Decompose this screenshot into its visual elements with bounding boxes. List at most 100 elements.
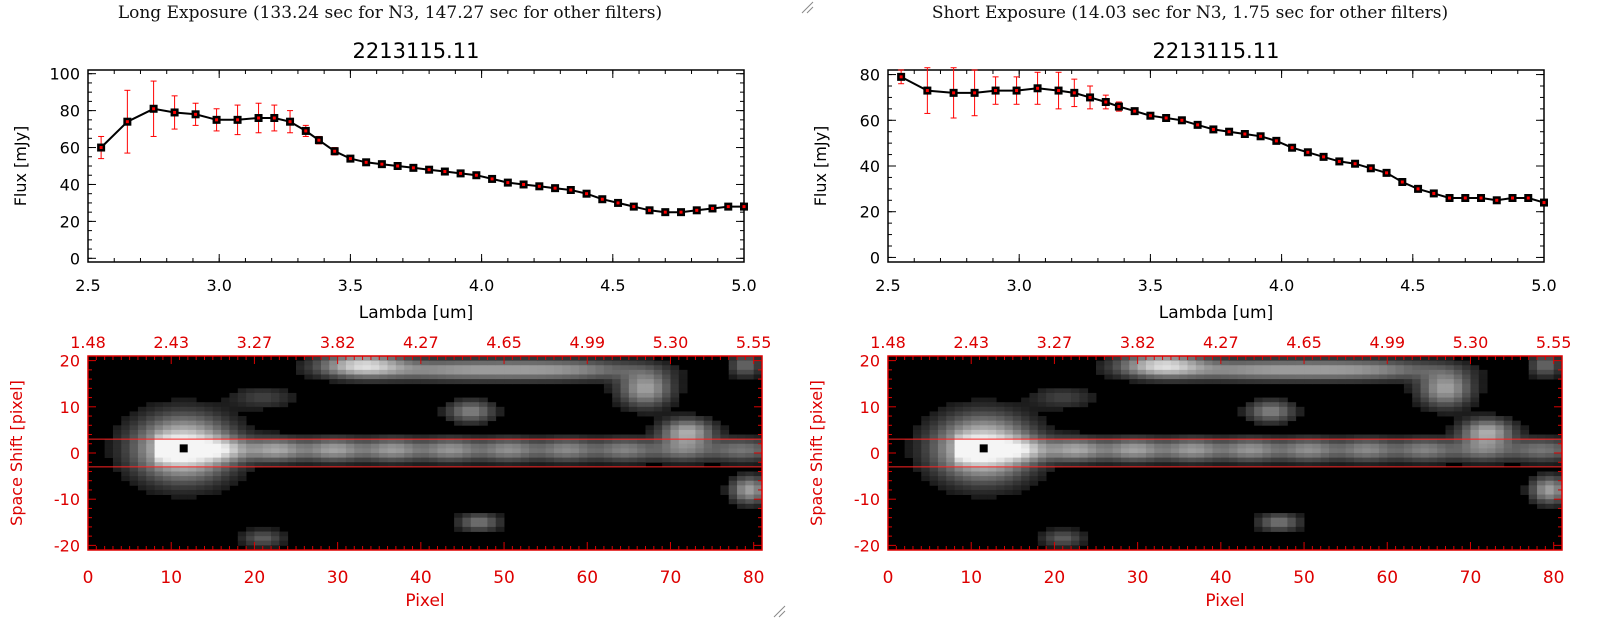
image-pixel [395,374,405,380]
image-pixel [720,448,730,454]
image-pixel [495,374,505,380]
image-pixel [479,374,488,380]
image-pixel [1245,374,1255,380]
image-pixel [1320,369,1330,375]
image-pixel [1437,457,1446,463]
image-pixel [979,457,989,463]
image-pixel [1029,429,1039,435]
image-pixel [221,443,230,449]
image-pixel [1162,369,1172,375]
image-pixel [1262,517,1272,523]
image-pixel [662,453,671,459]
image-pixel [1420,369,1430,375]
image-pixel [345,443,355,449]
image-pixel [570,443,580,449]
image-pixel [1453,397,1463,403]
image-pixel [1021,439,1030,445]
image-pixel [1129,360,1139,366]
image-pixel [1104,453,1114,459]
image-pixel [628,365,638,371]
image-pixel [1387,374,1396,380]
image-pixel [1470,443,1480,449]
image-pixel [1470,462,1480,468]
top-tick-label: 3.27 [1037,333,1073,352]
image-pixel [1470,388,1480,394]
image-pixel [1021,397,1030,403]
image-pixel [662,397,671,403]
image-pixel [162,457,172,463]
image-pixel [345,369,355,375]
image-pixel [445,453,455,459]
image-pixel [146,434,155,440]
image-pixel [262,388,272,394]
image-pixel [1337,369,1347,375]
image-pixel [454,513,463,519]
image-pixel [1079,402,1089,408]
image-pixel [1462,434,1471,440]
image-pixel [154,443,164,449]
image-pixel [1553,356,1563,362]
image-pixel [1304,379,1313,385]
data-point-center [1227,130,1231,134]
image-pixel [929,420,939,426]
image-pixel [1337,439,1347,445]
image-pixel [628,383,638,389]
image-pixel [229,420,239,426]
image-pixel [1295,462,1305,468]
image-pixel [370,379,380,385]
image-pixel [204,489,214,495]
image-pixel [537,457,547,463]
image-pixel [1453,457,1463,463]
image-pixel [1245,443,1255,449]
image-pixel [362,462,372,468]
image-pixel [537,365,547,371]
image-pixel [1262,369,1272,375]
image-pixel [1295,457,1305,463]
image-pixel [1071,397,1080,403]
image-pixel [1262,457,1272,463]
image-pixel [1262,434,1272,440]
image-pixel [337,365,347,371]
x-tick-label: 60 [1376,568,1398,588]
image-pixel [954,476,964,482]
image-pixel [1112,443,1122,449]
image-pixel [196,457,205,463]
image-pixel [129,425,139,431]
image-pixel [1537,499,1546,505]
image-pixel [1545,443,1555,449]
image-pixel [570,374,580,380]
image-pixel [254,429,264,435]
image-pixel [1353,379,1363,385]
image-pixel [720,453,730,459]
image-pixel [520,443,530,449]
image-pixel [354,379,363,385]
image-pixel [1204,374,1213,380]
image-pixel [954,448,964,454]
resize-grip-icon[interactable] [772,604,786,618]
image-pixel [1037,536,1047,542]
image-pixel [1279,356,1288,362]
image-pixel [1046,429,1055,435]
image-pixel [279,439,289,445]
image-pixel [1262,365,1272,371]
image-pixel [603,453,613,459]
image-pixel [1337,356,1347,362]
image-pixel [196,480,205,486]
image-pixel [612,453,621,459]
image-pixel [1378,434,1388,440]
image-pixel [1287,365,1297,371]
resize-grip-icon[interactable] [800,0,814,14]
image-pixel [1345,457,1355,463]
image-pixel [653,392,663,398]
x-tick-label: 4.0 [469,276,494,295]
image-pixel [379,439,388,445]
data-point-center [1322,155,1326,159]
image-pixel [1129,462,1139,468]
image-pixel [946,466,955,472]
image-pixel [1279,379,1288,385]
image-pixel [912,462,922,468]
image-pixel [1279,397,1288,403]
image-pixel [246,406,255,412]
image-pixel [1545,480,1555,486]
image-pixel [971,448,980,454]
